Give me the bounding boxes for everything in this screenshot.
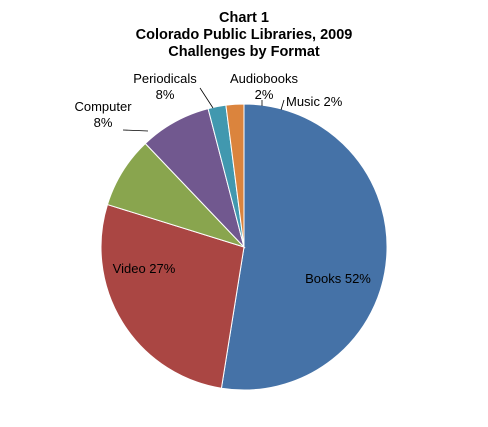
slice-label-line: 8% (94, 115, 113, 130)
chart-title-line-3: Challenges by Format (168, 44, 320, 60)
slice-label-periodicals: Periodicals 8% (133, 71, 197, 102)
slice-label-video: Video 27% (113, 261, 176, 276)
pie-slice-books (220, 103, 388, 391)
slice-label-line: Computer (74, 99, 132, 114)
slice-labels: Books 52%Video 27%Computer 8%Periodicals 8… (74, 71, 371, 286)
chart-title-line-1: Chart 1 (219, 10, 269, 26)
slice-label-line: Music 2% (286, 94, 343, 109)
slice-label-line: 8% (156, 87, 175, 102)
slice-label-line: Periodicals (133, 71, 197, 86)
slice-label-line: Video 27% (113, 261, 176, 276)
slice-label-music: Music 2% (286, 94, 343, 109)
slice-label-line: Audiobooks (230, 71, 298, 86)
leader-lines (122, 87, 285, 132)
slice-label-line: 2% (255, 87, 274, 102)
chart-title: Chart 1 Colorado Public Libraries, 2009 … (0, 10, 488, 61)
slice-label-books: Books 52% (305, 271, 371, 286)
slice-label-computer: Computer 8% (74, 99, 132, 130)
pie-slices (100, 103, 388, 391)
chart-title-line-2: Colorado Public Libraries, 2009 (135, 27, 353, 43)
leader-line-periodicals (199, 87, 214, 109)
pie-slice-music (225, 103, 245, 248)
slice-label-audiobooks: Audiobooks 2% (230, 71, 298, 102)
pie-slice-video (100, 203, 245, 389)
leader-line-music (280, 99, 285, 111)
leader-line-computer (122, 129, 149, 132)
slice-label-line: Books 52% (305, 271, 371, 286)
